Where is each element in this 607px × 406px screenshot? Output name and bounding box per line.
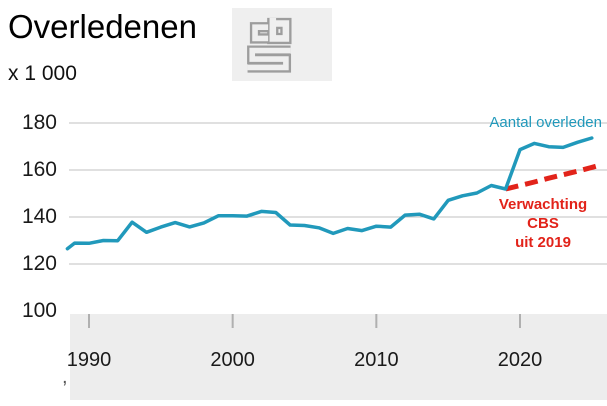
actual-series-label: Aantal overleden: [489, 114, 602, 131]
expected-series-label-line1: Verwachting CBS: [498, 196, 588, 232]
cbs-logo-icon: [247, 17, 292, 73]
y-axis-label: 100: [21, 299, 57, 322]
x-axis-label: 2010: [354, 349, 399, 371]
actual-deaths-line: [65, 136, 594, 251]
x-axis-label: 1990: [66, 349, 112, 371]
stray-mark: ,: [62, 366, 68, 388]
expected-series-label-line2: uit 2019: [515, 234, 571, 251]
y-axis-label: 160: [21, 158, 57, 181]
expected-series-label: Verwachting CBS uit 2019: [483, 195, 603, 252]
cbs-logo-box: [232, 8, 332, 81]
y-axis-label: 140: [21, 205, 57, 228]
unit-label: x 1 000: [8, 62, 77, 85]
page-title: Overledenen: [8, 8, 197, 45]
y-axis-label: 180: [21, 111, 57, 134]
x-axis-band: [70, 314, 607, 400]
x-axis-label: 2020: [497, 349, 543, 371]
cbs-2019-expectation-line: [505, 162, 603, 192]
y-axis-label: 120: [21, 252, 57, 275]
x-axis-label: 2000: [210, 349, 255, 371]
